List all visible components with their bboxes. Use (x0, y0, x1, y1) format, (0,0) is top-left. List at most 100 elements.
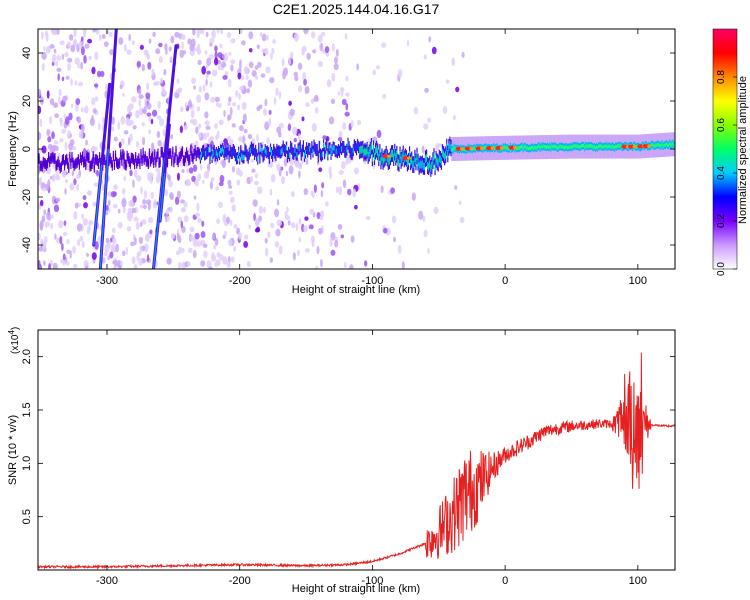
spectrogram-speckle (163, 189, 169, 197)
spectrogram-speckle (80, 123, 85, 133)
spectrogram-speckle (331, 42, 335, 52)
spectrogram-speckle (138, 99, 142, 108)
spectrogram-speckle (345, 102, 349, 111)
spectrogram-speckle (98, 122, 101, 130)
spectrogram-speckle (267, 231, 271, 238)
spectrogram-speckle (61, 128, 67, 134)
spectrogram-speckle (39, 220, 44, 228)
spectrogram-speckle (157, 171, 161, 179)
spectrogram-speckle (48, 115, 53, 125)
trace-hotspot (513, 146, 518, 150)
spectrogram-speckle (397, 244, 402, 254)
spectrogram-speckle (74, 80, 78, 86)
spectrogram-speckle (411, 192, 416, 201)
spectrogram-streak-core (93, 164, 103, 246)
spectrogram-speckle (337, 91, 341, 96)
spectrogram-speckle (230, 64, 234, 72)
spectrogram-speckle (58, 96, 61, 105)
spectrogram-speckle (103, 251, 108, 257)
spectrogram-speckle (265, 34, 269, 41)
spectrogram-speckle (92, 108, 97, 114)
spectrogram-speckle (289, 108, 295, 117)
spectrogram-speckle (310, 190, 314, 197)
spectrogram-speckle (93, 146, 98, 151)
spectrogram-speckle (241, 101, 247, 111)
spectrogram-speckle (144, 98, 147, 107)
spectrogram-speckle (272, 39, 276, 44)
spectrogram-speckle (330, 98, 336, 105)
spectrogram-speckle (187, 247, 193, 254)
spectrogram-speckle (289, 51, 294, 59)
spectrogram-speckle (270, 173, 276, 183)
x-tick-label: -200 (229, 575, 251, 587)
spectrogram-speckle (228, 96, 232, 103)
spectrogram-speckle (136, 175, 142, 182)
spectrogram-speckle (109, 251, 114, 259)
x-tick-label: 0 (502, 275, 508, 287)
trace-hotspot (387, 154, 392, 158)
colorbar-tick-label: 0.0 (716, 262, 727, 276)
spectrogram-speckle (227, 179, 232, 187)
spectrogram-speckle (91, 97, 96, 106)
spectrogram-speckle (233, 245, 237, 252)
spectrogram-speckle (70, 78, 73, 87)
spectrogram-speckle (132, 125, 137, 130)
spectrogram-speckle (316, 160, 320, 165)
trace-hotspot (486, 146, 493, 151)
spectrogram-speckle (229, 138, 234, 146)
spectrogram-speckle (191, 175, 196, 183)
spectrogram-speckle (316, 211, 321, 220)
spectrogram-speckle (51, 61, 55, 66)
spectrogram-speckle (45, 33, 49, 42)
spectrogram-speckle (131, 95, 137, 103)
spectrogram-speckle (230, 38, 236, 44)
spectrogram-speckle (204, 92, 210, 101)
spectrogram-speckle (298, 236, 302, 243)
spectrogram-speckle (91, 114, 94, 121)
spectrogram-speckle (230, 256, 235, 263)
spectrogram-speckle (442, 106, 448, 115)
spectrogram-speckle (148, 116, 152, 122)
spectrogram-speckle (66, 57, 73, 63)
spectrogram-speckle (38, 105, 42, 115)
spectrogram-speckle (123, 130, 129, 135)
snr-series-line (38, 352, 675, 570)
trace-hotspot (508, 145, 515, 150)
spectrogram-speckle (239, 29, 243, 35)
spectrogram-speckle (134, 237, 137, 246)
spectrogram-speckle (251, 168, 256, 173)
snr-panel: -300 -200 -100 0 100 0.5 1.0 1.5 2.0 Height of … (7, 327, 676, 595)
spectrogram-speckle (76, 183, 80, 192)
spectrogram-speckle (180, 33, 186, 40)
spectrogram-speckle (216, 218, 221, 224)
spectrogram-speckle (216, 102, 219, 107)
spectrogram-speckle (302, 72, 307, 81)
spectrogram-speckle (338, 130, 343, 139)
spectrogram-speckle (267, 160, 273, 168)
spectrogram-speckle (228, 51, 232, 56)
spectrogram-speckle (329, 170, 332, 177)
spectrogram-speckle (52, 102, 59, 109)
spectrogram-speckle (214, 237, 219, 246)
spectrogram-marks (38, 29, 675, 269)
spectrogram-speckle (139, 244, 143, 254)
spectrogram-speckle (181, 169, 185, 174)
spectrogram-speckle (126, 225, 132, 232)
spectrogram-speckle (102, 256, 106, 264)
spectrogram-speckle (111, 234, 115, 239)
spectrogram-speckle (268, 109, 272, 115)
spectrogram-speckle (352, 188, 357, 198)
spectrogram-speckle (108, 31, 113, 37)
spectrogram-speckle (41, 187, 47, 192)
spectrogram-speckle (53, 204, 60, 213)
spectrogram-speckle (148, 129, 152, 135)
spectrogram-speckle (391, 215, 397, 224)
spectrogram-speckle (264, 121, 270, 131)
spectrogram-speckle (65, 75, 70, 80)
spectrogram-speckle (445, 79, 450, 84)
spectrogram-speckle (325, 201, 329, 207)
spectrogram-speckle (121, 187, 126, 195)
snr-multiplier-base: (x10 (10, 334, 21, 354)
spectrogram-speckle (107, 255, 110, 261)
spectrogram-speckle (209, 37, 215, 44)
